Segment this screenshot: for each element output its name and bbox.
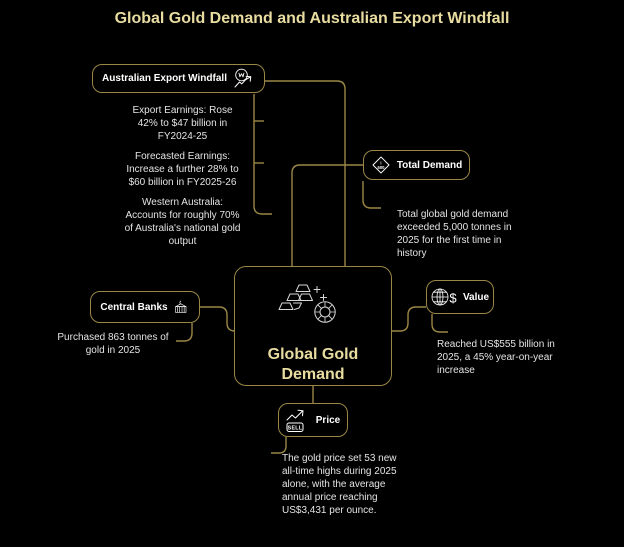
svg-text:500: 500 (377, 165, 385, 170)
svg-text:$: $ (449, 291, 457, 306)
svg-text:SELL: SELL (287, 425, 302, 431)
